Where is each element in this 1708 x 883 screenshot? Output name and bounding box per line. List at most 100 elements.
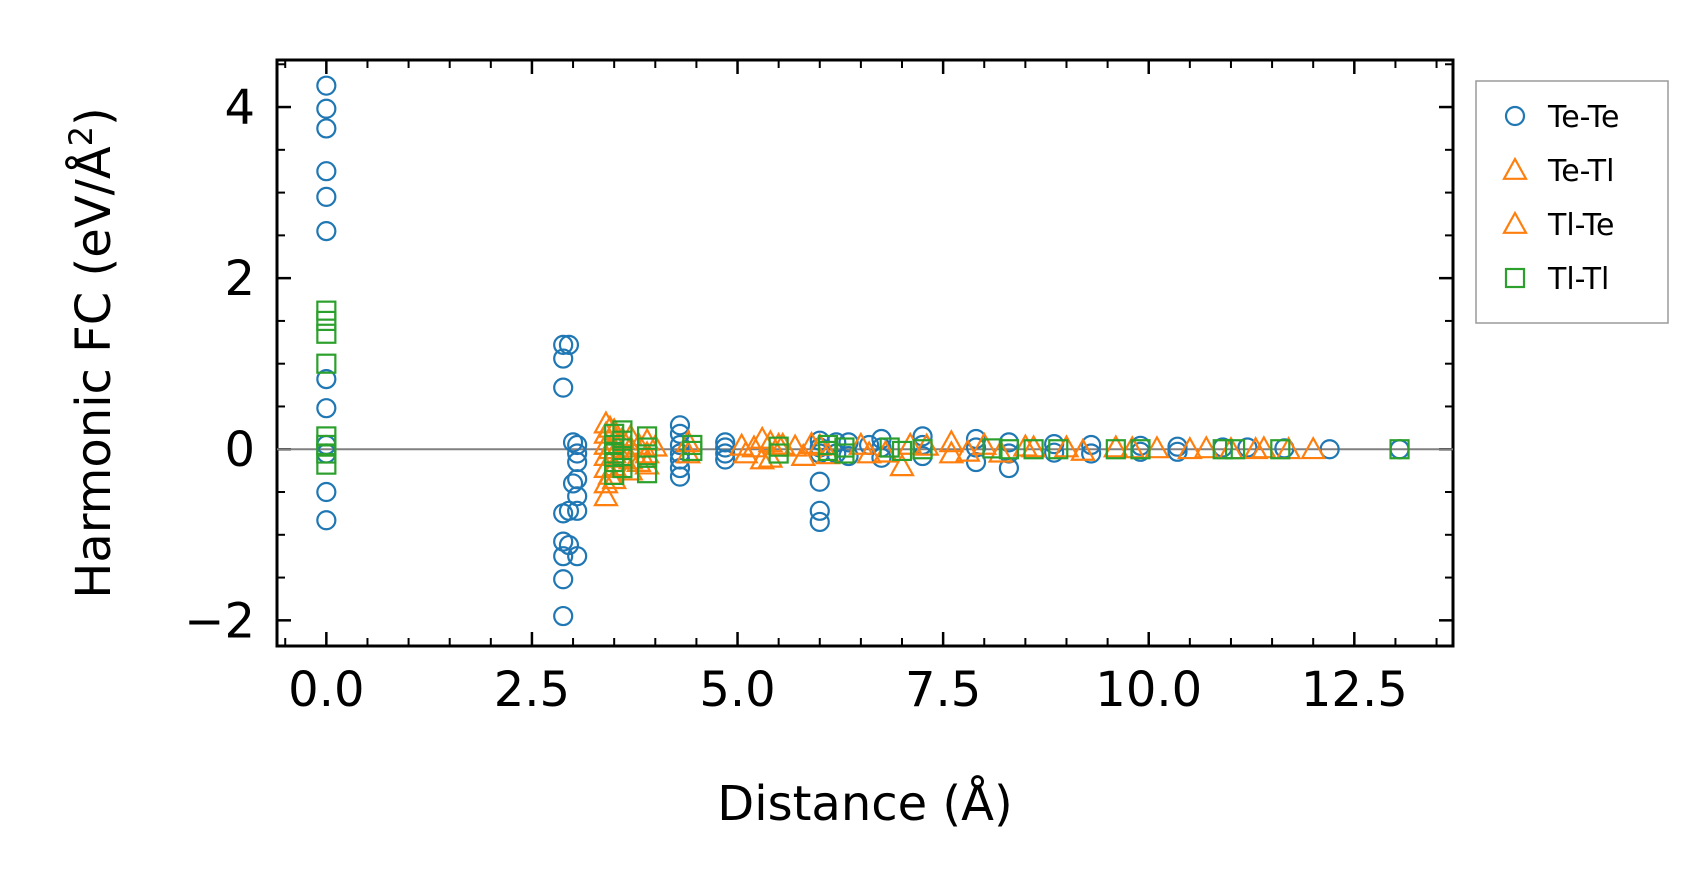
data-point	[1070, 437, 1096, 461]
legend-label: Te-Tl	[1547, 154, 1614, 189]
data-point	[938, 429, 965, 453]
data-point	[316, 161, 337, 182]
axis-ticks	[277, 60, 1453, 646]
data-point	[1270, 439, 1291, 460]
data-point	[612, 420, 633, 441]
data-point	[636, 437, 658, 458]
data-point	[998, 439, 1020, 460]
legend-marker	[1502, 156, 1528, 180]
legend-marker	[1504, 105, 1526, 127]
data-point	[636, 426, 658, 447]
data-point	[715, 449, 736, 470]
data-point	[768, 443, 789, 464]
data-point	[316, 353, 337, 374]
data-point	[954, 438, 981, 462]
data-point	[316, 454, 337, 475]
data-point	[316, 481, 337, 503]
legend-entry-tl-tl: Tl-Tl	[1504, 262, 1609, 297]
data-point	[567, 500, 588, 521]
data-point	[856, 440, 882, 464]
legend-entry-tl-te: Tl-Te	[1502, 208, 1614, 243]
data-point	[1224, 439, 1246, 460]
legend-entry-te-te: Te-Te	[1504, 100, 1619, 135]
data-point	[553, 605, 574, 627]
data-point	[553, 348, 574, 369]
data-point	[567, 546, 588, 567]
x-tick-label: 2.5	[494, 662, 570, 718]
data-point	[1176, 435, 1203, 460]
y-axis-title-superscript: 2	[62, 126, 100, 146]
data-point	[562, 432, 584, 453]
x-axis-title: Distance (Å)	[717, 775, 1012, 832]
data-point	[809, 471, 830, 492]
legend-label: Tl-Te	[1547, 208, 1614, 243]
y-tick-label: 4	[224, 80, 255, 136]
data-point	[1102, 434, 1129, 458]
data-point	[316, 118, 337, 139]
data-point	[553, 546, 574, 567]
series-tl-tl	[316, 300, 1410, 486]
data-point	[316, 75, 337, 96]
legend-label: Tl-Tl	[1547, 262, 1609, 297]
data-point	[636, 447, 658, 468]
data-point	[316, 310, 337, 332]
data-point	[834, 443, 855, 464]
data-point	[612, 430, 633, 451]
legend-marker	[1504, 267, 1526, 289]
plot-frame	[275, 58, 1455, 648]
data-point	[612, 445, 633, 467]
data-point	[316, 323, 337, 344]
data-point	[316, 398, 337, 419]
x-tick-label: 0.0	[288, 662, 364, 718]
legend-entry-te-tl: Te-Tl	[1502, 154, 1614, 189]
data-point	[316, 300, 337, 321]
x-tick-label: 7.5	[905, 662, 981, 718]
data-point	[316, 510, 337, 531]
data-point	[1212, 439, 1233, 460]
legend-marker	[1502, 210, 1528, 234]
data-point	[1242, 435, 1269, 460]
data-point	[1020, 434, 1047, 458]
y-tick-label: −2	[184, 593, 255, 649]
data-point	[809, 500, 830, 521]
data-point	[1193, 435, 1220, 459]
data-point	[1167, 441, 1188, 462]
data-point	[891, 440, 913, 462]
data-point	[593, 483, 619, 507]
data-point	[1144, 435, 1170, 459]
data-point	[636, 463, 658, 484]
tick-labels: 0.0 2.5 5.0 7.5 10.0 12.5 −2 0 2 4	[184, 80, 1408, 718]
data-point	[1044, 442, 1065, 463]
data-point	[912, 439, 933, 460]
data-point	[553, 377, 574, 398]
x-tick-label: 10.0	[1095, 662, 1202, 718]
data-point	[1300, 435, 1327, 460]
data-point	[889, 453, 915, 477]
data-point	[682, 440, 703, 462]
data-point	[316, 443, 337, 464]
data-point	[316, 98, 337, 119]
data-point	[617, 457, 644, 481]
y-tick-label: 0	[224, 422, 255, 478]
data-point	[553, 334, 574, 355]
y-axis-title-close: )	[66, 107, 122, 126]
y-axis-title-main: Harmonic FC (eV/Å	[65, 146, 122, 599]
data-point	[1023, 439, 1044, 460]
legend: Te-Te Te-Tl Tl-Te Tl-Tl	[1475, 80, 1669, 324]
data-point	[612, 457, 633, 479]
data-point	[912, 426, 933, 447]
data-point	[817, 440, 839, 462]
data-point	[1389, 439, 1410, 460]
data-point	[1319, 439, 1340, 460]
legend-label: Te-Te	[1547, 100, 1619, 135]
data-point	[316, 220, 337, 242]
data-point	[1237, 437, 1258, 458]
data-point	[782, 433, 808, 457]
data-point	[749, 446, 776, 470]
data-point	[879, 437, 900, 458]
data-point	[316, 186, 337, 207]
legend-items: Te-Te Te-Tl Tl-Te Tl-Tl	[1502, 100, 1619, 297]
data-point	[809, 511, 830, 533]
y-axis-title: Harmonic FC (eV/Å2)	[62, 107, 122, 599]
